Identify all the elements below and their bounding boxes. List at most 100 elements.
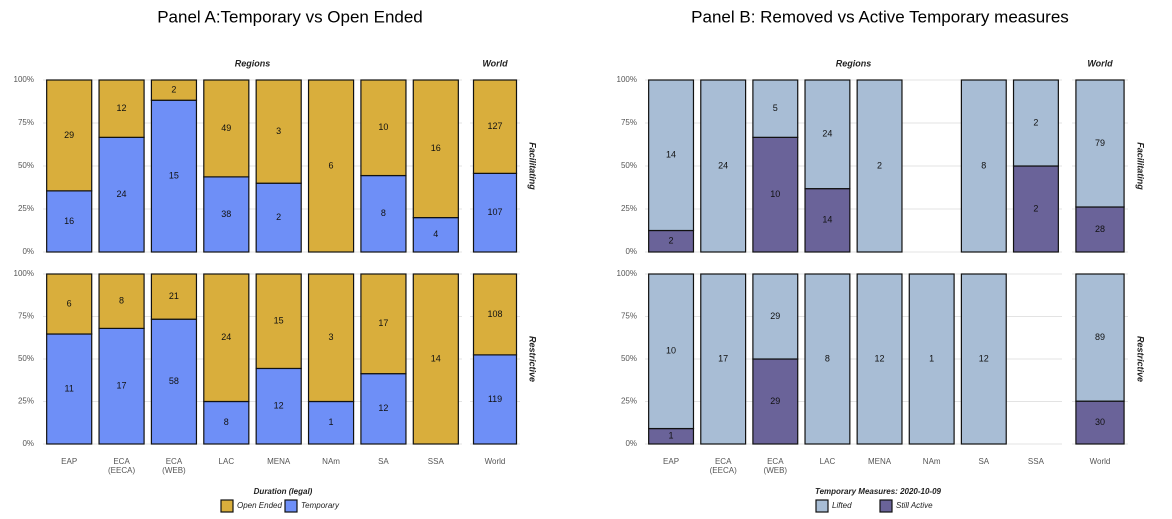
value-label: 12 [274,401,284,411]
x-tick-label: World [1090,457,1111,466]
value-label: 38 [221,209,231,219]
legend-swatch [284,499,298,513]
value-label: 2 [171,84,176,94]
value-label: 1 [669,431,674,441]
y-tick-label: 25% [621,397,637,406]
value-label: 8 [224,417,229,427]
row-label: Facilitating [1136,142,1146,190]
value-label: 14 [666,150,676,160]
value-label: 24 [221,332,231,342]
value-label: 24 [718,160,728,170]
bar-segment [360,79,407,177]
value-label: 2 [276,212,281,222]
bar-segment [255,367,302,445]
legend-title: Duration (legal) [254,487,313,496]
value-label: 24 [117,189,127,199]
value-label: 12 [378,403,388,413]
value-label: 1 [329,417,334,427]
bar-segment [960,273,1007,445]
value-label: 1 [929,353,934,363]
value-label: 108 [487,309,502,319]
legend-label: Still Active [896,501,933,510]
bar-segment [804,273,851,445]
facet-label: World [482,58,508,68]
value-label: 49 [221,123,231,133]
value-label: 29 [64,130,74,140]
x-tick-label: SA [978,457,989,466]
row-label: Facilitating [528,142,538,190]
value-label: 17 [378,318,388,328]
bar-segment [360,373,407,445]
bar-segment [98,327,145,445]
bar-segment [472,172,518,253]
value-label: 8 [119,296,124,306]
legend-label: Temporary [301,501,340,510]
value-label: 107 [487,207,502,217]
value-label: 11 [65,383,74,393]
value-label: 12 [875,353,885,363]
bar-segment [360,273,407,375]
y-tick-label: 0% [22,247,34,256]
value-label: 10 [378,122,388,132]
x-tick-label: SSA [1028,457,1045,466]
value-label: 58 [169,376,179,386]
value-label: 12 [117,103,127,113]
bar-segment [648,79,695,232]
value-label: 28 [1095,224,1105,234]
bar-segment [700,273,747,445]
panel-title: Panel A:Temporary vs Open Ended [157,7,423,26]
panel-title: Panel B: Removed vs Active Temporary mea… [691,7,1069,26]
value-label: 14 [431,353,441,363]
x-tick-label: MENA [868,457,892,466]
y-tick-label: 75% [621,118,637,127]
x-tick-label: SSA [428,457,445,466]
bar-segment [307,273,355,403]
value-label: 8 [825,353,830,363]
bar-segment [203,79,250,178]
value-label: 16 [431,143,441,153]
value-label: 15 [169,170,179,180]
bar-segment [255,273,302,370]
bar-segment [412,273,459,445]
value-label: 5 [773,103,778,113]
value-label: 8 [981,160,986,170]
value-label: 30 [1095,417,1105,427]
bar-segment [752,136,799,253]
bar-segment [46,333,93,445]
x-tick-label: LAC [820,457,836,466]
value-label: 29 [770,311,780,321]
x-tick-label: NAm [923,457,941,466]
value-label: 119 [488,394,502,404]
x-tick-label: LAC [219,457,235,466]
bar-segment [1012,165,1059,253]
x-tick-label: ECA (WEB) [764,457,788,475]
y-tick-label: 50% [18,354,34,363]
x-tick-label: EAP [663,457,679,466]
bar-segment [1012,79,1059,167]
legend-swatch [879,499,893,513]
y-tick-label: 25% [18,204,34,213]
bar-segment [648,273,695,430]
value-label: 14 [822,215,832,225]
value-label: 15 [274,316,284,326]
y-tick-label: 75% [18,312,34,321]
value-label: 3 [276,126,281,136]
bar-segment [46,273,93,335]
bar-segment [700,79,747,253]
bar-segment [412,217,459,253]
x-tick-label: SA [378,457,389,466]
bar-segment [856,273,903,445]
y-tick-label: 50% [621,354,637,363]
bar-segment [98,136,145,253]
legend-label: Lifted [832,501,852,510]
x-tick-label: ECA (EECA) [108,457,135,475]
value-label: 6 [67,298,72,308]
y-tick-label: 100% [14,269,34,278]
bar-segment [752,273,799,360]
bar-segment [98,79,145,138]
bar-segment [472,354,518,445]
bar-segment [150,273,198,320]
bar-segment [856,79,903,253]
legend-swatch [220,499,234,513]
